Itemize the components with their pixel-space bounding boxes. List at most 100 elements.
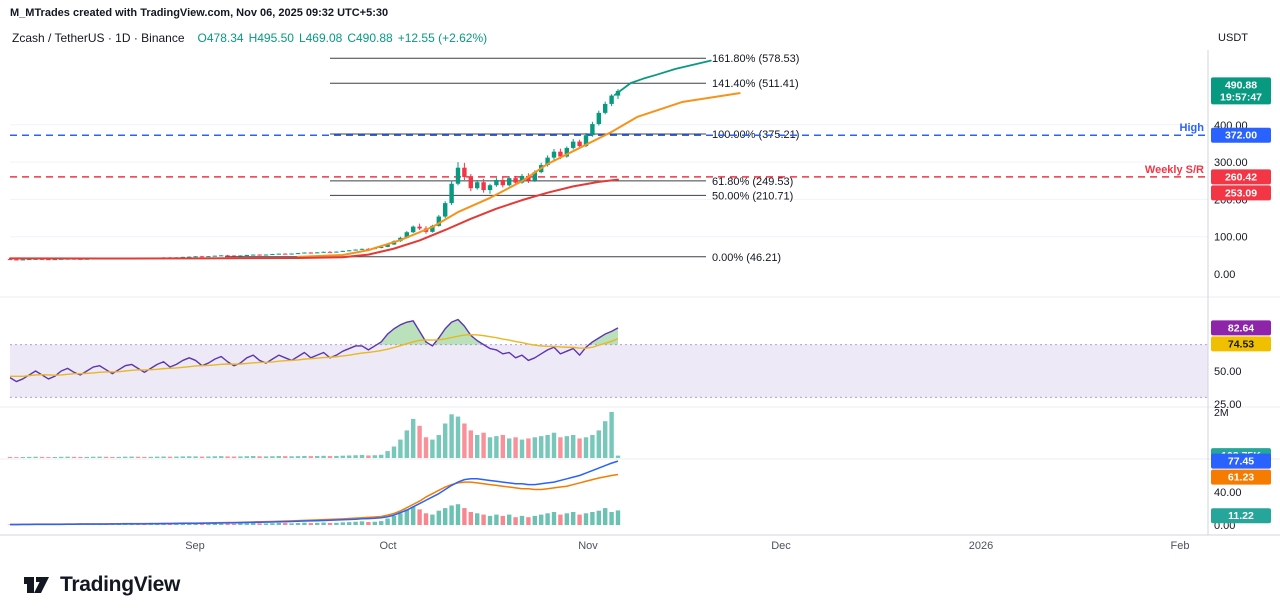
indicator-bar [526, 517, 531, 525]
volume-bar [494, 436, 499, 458]
indicator-bar [507, 514, 512, 525]
volume-bar [39, 456, 45, 458]
indicator-bar [321, 522, 326, 525]
volume-bar [52, 456, 57, 458]
axis-price-tag[interactable] [1211, 127, 1271, 143]
volume-bar [219, 456, 224, 458]
volume-bar [321, 455, 326, 458]
tradingview-logo-text[interactable]: TradingView [60, 573, 181, 596]
candle-body [449, 183, 454, 204]
axis-tag-value: 372.00 [1225, 130, 1257, 142]
axis-price-tag[interactable] [1211, 453, 1271, 469]
candle-body [564, 147, 569, 157]
volume-bar [532, 437, 537, 458]
indicator-bar [327, 522, 333, 525]
volume-bar [327, 456, 333, 458]
axis-price-tag[interactable] [1211, 336, 1271, 352]
candle-body [558, 151, 563, 157]
candle-body [212, 255, 217, 257]
rsi-tick-label: 50.00 [1214, 366, 1242, 378]
axis-price-tag[interactable] [1211, 320, 1271, 336]
axis-price-tag[interactable] [1211, 169, 1271, 185]
candle-body [295, 253, 301, 255]
candle-body [507, 178, 512, 186]
symbol-title[interactable]: Zcash / TetherUS · 1D · Binance [12, 31, 185, 45]
volume-bar [263, 456, 269, 458]
candle-body [526, 175, 531, 181]
indicator-bar [180, 523, 185, 525]
candle-body [481, 182, 486, 191]
volume-bar [411, 418, 416, 458]
volume-bar [379, 454, 384, 458]
volume-bar [347, 455, 352, 458]
volume-bar [404, 430, 409, 458]
tradingview-logo-icon[interactable] [22, 571, 52, 599]
fib-label: 50.00% (210.71) [712, 190, 793, 202]
volume-bar [276, 456, 281, 458]
currency-label[interactable]: USDT [1218, 32, 1248, 44]
candle-body [385, 244, 390, 247]
candle-body [276, 253, 281, 255]
volume-bar [27, 456, 32, 458]
axis-price-tag[interactable] [1211, 508, 1271, 524]
volume-bar [283, 456, 288, 458]
axis-price-tag[interactable] [1211, 77, 1271, 105]
price-tick-label: 0.00 [1214, 269, 1235, 281]
axis-price-tag[interactable] [1211, 469, 1271, 485]
volume-bar [308, 456, 313, 458]
price-tick-label: 100.00 [1214, 232, 1248, 244]
volume-bar [91, 456, 96, 458]
candle-body [513, 178, 518, 183]
rsi-ma-line [10, 334, 619, 377]
candle-body [596, 112, 601, 125]
candle-body [379, 246, 384, 249]
volume-bar [385, 451, 390, 458]
indicator-bar [391, 515, 397, 525]
indicator-orange-line [10, 473, 619, 526]
indicator-bar [609, 512, 614, 525]
indicator-bar [590, 512, 595, 525]
fib-label: 0.00% (46.21) [712, 252, 781, 264]
volume-bar [462, 423, 467, 458]
red-ma-line [9, 178, 619, 260]
indicator-bar [436, 510, 441, 525]
volume-bar [187, 456, 192, 458]
candle-body [487, 185, 493, 191]
rsi-line [9, 318, 619, 383]
candle-body [577, 141, 582, 147]
candle-body [187, 256, 192, 258]
candle-body [468, 177, 473, 189]
indicator-bar [532, 515, 537, 525]
indicator-bar [430, 514, 435, 525]
indicator-bar [219, 523, 224, 525]
volume-bar [417, 425, 422, 458]
candle-body [545, 157, 550, 166]
chart-canvas[interactable]: 161.80% (578.53)141.40% (511.41)100.00% … [0, 50, 1280, 558]
volume-bar [193, 456, 198, 458]
candle-body [327, 251, 333, 253]
candle-body [551, 151, 557, 158]
time-label: Sep [185, 540, 205, 552]
candle-body [302, 252, 307, 254]
axis-tag-value: 11.22 [1228, 510, 1254, 522]
candle-body [315, 252, 320, 254]
indicator-bar [167, 523, 173, 525]
indicator-bar [462, 508, 467, 525]
indicator-bar [379, 521, 384, 525]
indicator-bar [423, 513, 429, 525]
volume-bar [468, 430, 473, 458]
volume-bar [449, 414, 454, 458]
candle-body [7, 259, 13, 261]
alert-line-label: Weekly S/R [1145, 164, 1204, 176]
indicator-bar [257, 523, 262, 525]
indicator-bar [225, 523, 230, 525]
rsi-tick-label: 25.00 [1214, 399, 1242, 411]
indicator-bar [513, 517, 518, 525]
volume-bar [231, 456, 237, 458]
high-value: H495.50 [248, 31, 294, 45]
volume-bar [238, 456, 243, 458]
volume-bar [609, 412, 614, 458]
axis-price-tag[interactable] [1211, 185, 1271, 201]
volume-scale-label: 2M [1214, 407, 1229, 419]
